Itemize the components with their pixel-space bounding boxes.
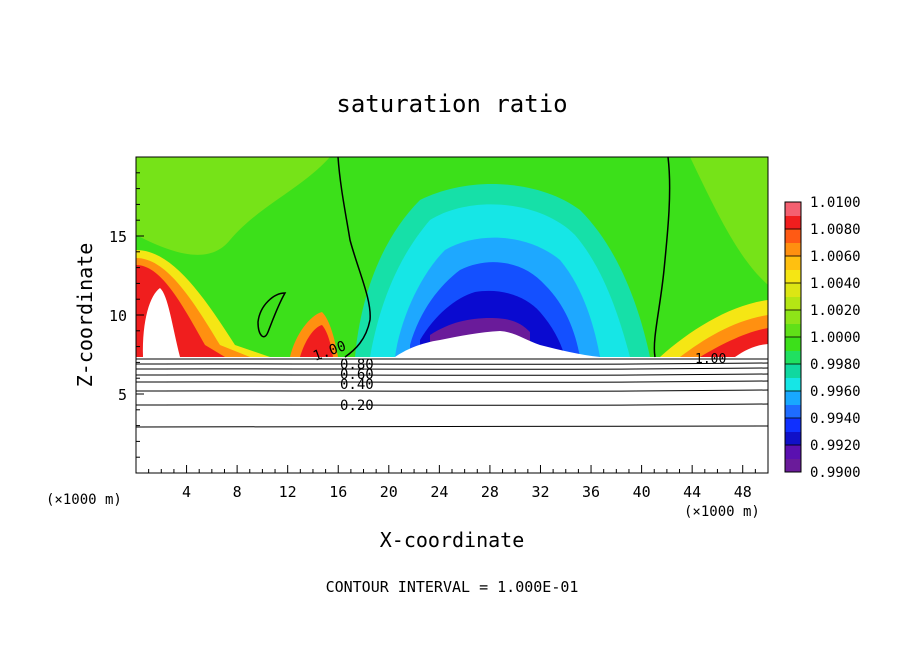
colorbar-cells (785, 202, 801, 473)
colorbar-tick-label: 1.0020 (810, 303, 861, 319)
colorbar-cell (785, 350, 801, 365)
colorbar-cell (785, 202, 801, 216)
contour-line-0-30 (136, 389, 768, 392)
plot-area (136, 157, 768, 473)
contour-1-00-loop (257, 292, 287, 338)
field-left-yellow (136, 157, 330, 255)
contour-line-0-60 (136, 367, 768, 370)
y-tick-label: 10 (109, 307, 127, 325)
colorbar-cell (785, 431, 801, 446)
colorbar-cell (785, 377, 801, 392)
colorbar-tick-label: 0.9920 (810, 438, 861, 454)
colorbar-cell (785, 323, 801, 338)
contour-1-00-right (653, 157, 671, 358)
colorbar-cell (785, 296, 801, 311)
x-unit-left: (×1000 m) (46, 492, 122, 508)
field-white-mound (395, 331, 600, 357)
contour-label-1-00-right: 1.00 (695, 352, 726, 367)
colorbar-tick-label: 1.0040 (810, 276, 861, 292)
contour-line-0-20 (136, 403, 768, 406)
field-left-white-core (142, 288, 180, 357)
x-tick-label: 44 (683, 483, 701, 501)
x-tick-label: 16 (329, 483, 347, 501)
colorbar-cell (785, 391, 801, 405)
colorbar-tick-label: 1.0060 (810, 249, 861, 265)
contour-line-0-10 (136, 425, 768, 428)
colorbar-tick-label: 1.0100 (810, 195, 861, 211)
field-lower-white (136, 357, 768, 473)
colorbar-cell (785, 229, 801, 243)
colorbar-cell (785, 404, 801, 419)
colorbar-cell (785, 310, 801, 324)
x-axis: 4 8 12 16 20 24 28 32 36 40 44 48 (148, 465, 756, 501)
x-tick-label: 40 (633, 483, 651, 501)
contour-label-0-40: 0.40 (340, 377, 374, 393)
colorbar-cell (785, 458, 801, 473)
colorbar-tick-label: 1.0000 (810, 330, 861, 346)
x-tick-label: 48 (734, 483, 752, 501)
y-tick-label: 15 (109, 228, 127, 246)
x-tick-label: 24 (430, 483, 448, 501)
x-tick-label: 28 (481, 483, 499, 501)
colorbar-tick-label: 0.9900 (810, 465, 861, 481)
y-axis-label: Z-coordinate (73, 243, 97, 388)
colorbar-tick-label: 0.9960 (810, 384, 861, 400)
colorbar-cell (785, 364, 801, 378)
contour-1-00-left (337, 157, 371, 358)
contour-label-0-60: 0.60 (340, 367, 374, 383)
contour-line-0-70 (136, 362, 768, 365)
x-tick-label: 12 (279, 483, 297, 501)
field-mid-red-plume (300, 325, 333, 357)
contour-label-0-80: 0.80 (340, 357, 374, 373)
colorbar-cell (785, 283, 801, 297)
field-right-yellow (690, 157, 768, 285)
field-right-white-core (735, 344, 768, 357)
x-tick-label: 4 (182, 483, 191, 501)
colorbar-cell (785, 256, 801, 270)
colorbar: 0.9900 0.9920 0.9940 0.9960 0.9980 1.0000 1.00… (784, 195, 861, 481)
colorbar-cell (785, 242, 801, 257)
contour-label-0-20: 0.20 (340, 398, 374, 414)
chart-title: saturation ratio (336, 90, 567, 118)
colorbar-tick-label: 0.9940 (810, 411, 861, 427)
colorbar-cell (785, 337, 801, 351)
colorbar-cell (785, 445, 801, 459)
colorbar-tick-label: 0.9980 (810, 357, 861, 373)
x-axis-label: X-coordinate (380, 528, 525, 552)
colorbar-ticks: 0.9900 0.9920 0.9940 0.9960 0.9980 1.0000 1.00… (785, 195, 861, 481)
x-tick-label: 36 (582, 483, 600, 501)
y-axis: 5 10 15 (109, 172, 144, 458)
x-tick-label: 20 (380, 483, 398, 501)
x-unit-right: (×1000 m) (684, 504, 760, 520)
colorbar-cell (785, 418, 801, 432)
colorbar-cell (785, 215, 801, 230)
contour-line-0-40 (136, 380, 768, 383)
contour-line-0-50 (136, 373, 768, 376)
colorbar-cell (785, 269, 801, 284)
colorbar-tick-label: 1.0080 (810, 222, 861, 238)
contour-interval-note: CONTOUR INTERVAL = 1.000E-01 (326, 578, 579, 596)
x-tick-label: 8 (233, 483, 242, 501)
x-tick-label: 32 (531, 483, 549, 501)
y-tick-label: 5 (118, 386, 127, 404)
